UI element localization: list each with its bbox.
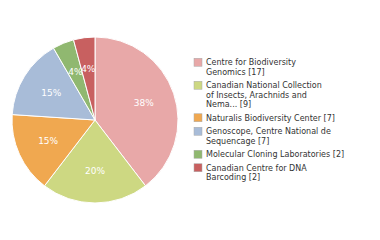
- legend-item: Canadian National Collectionof Insects, …: [194, 81, 322, 109]
- data-label: 20%: [85, 166, 105, 176]
- legend-item: Genoscope, Centre National deSequencage …: [194, 127, 331, 146]
- data-label: 4%: [81, 64, 96, 74]
- legend-label: Genoscope, Centre National deSequencage …: [206, 127, 331, 146]
- legend-label-line: Sequencage [7]: [206, 137, 269, 146]
- legend-swatch: [194, 164, 202, 172]
- pie-slice: [74, 37, 95, 120]
- legend: Centre for BiodiversityGenomics [17] Cana…: [194, 58, 344, 182]
- legend-label-line: of Insects, Arachnids and: [206, 91, 307, 100]
- legend-item: Molecular Cloning Laboratories [2]: [194, 150, 344, 159]
- legend-swatch: [194, 150, 202, 158]
- data-labels: 38%20%15%15%4%4%: [38, 64, 154, 176]
- legend-swatch: [194, 81, 202, 89]
- legend-swatch: [194, 58, 202, 66]
- legend-label-line: Molecular Cloning Laboratories [2]: [206, 150, 344, 159]
- legend-label-line: Canadian National Collection: [206, 81, 322, 90]
- legend-label: Canadian National Collectionof Insects, …: [206, 81, 322, 109]
- legend-label: Canadian Centre for DNABarcoding [2]: [206, 164, 307, 183]
- legend-label: Molecular Cloning Laboratories [2]: [206, 150, 344, 159]
- chart: 38%20%15%15%4%4%Centre for BiodiversityG…: [0, 0, 380, 240]
- legend-swatch: [194, 127, 202, 135]
- data-label: 15%: [38, 136, 58, 146]
- pie-slice: [12, 115, 95, 186]
- data-label: 15%: [41, 88, 61, 98]
- legend-label-line: Genoscope, Centre National de: [206, 127, 331, 136]
- legend-label-line: Naturalis Biodiversity Center [7]: [206, 114, 335, 123]
- legend-swatch: [194, 114, 202, 122]
- legend-item: Centre for BiodiversityGenomics [17]: [194, 58, 296, 77]
- data-label: 38%: [134, 98, 154, 108]
- pie: [12, 37, 178, 203]
- legend-label: Centre for BiodiversityGenomics [17]: [206, 58, 296, 77]
- legend-label-line: Nema... [9]: [206, 100, 251, 109]
- legend-label-line: Canadian Centre for DNA: [206, 164, 307, 173]
- legend-label-line: Genomics [17]: [206, 68, 265, 77]
- legend-item: Naturalis Biodiversity Center [7]: [194, 114, 335, 123]
- legend-item: Canadian Centre for DNABarcoding [2]: [194, 164, 307, 183]
- legend-label: Naturalis Biodiversity Center [7]: [206, 114, 335, 123]
- legend-label-line: Barcoding [2]: [206, 173, 260, 182]
- legend-label-line: Centre for Biodiversity: [206, 58, 296, 67]
